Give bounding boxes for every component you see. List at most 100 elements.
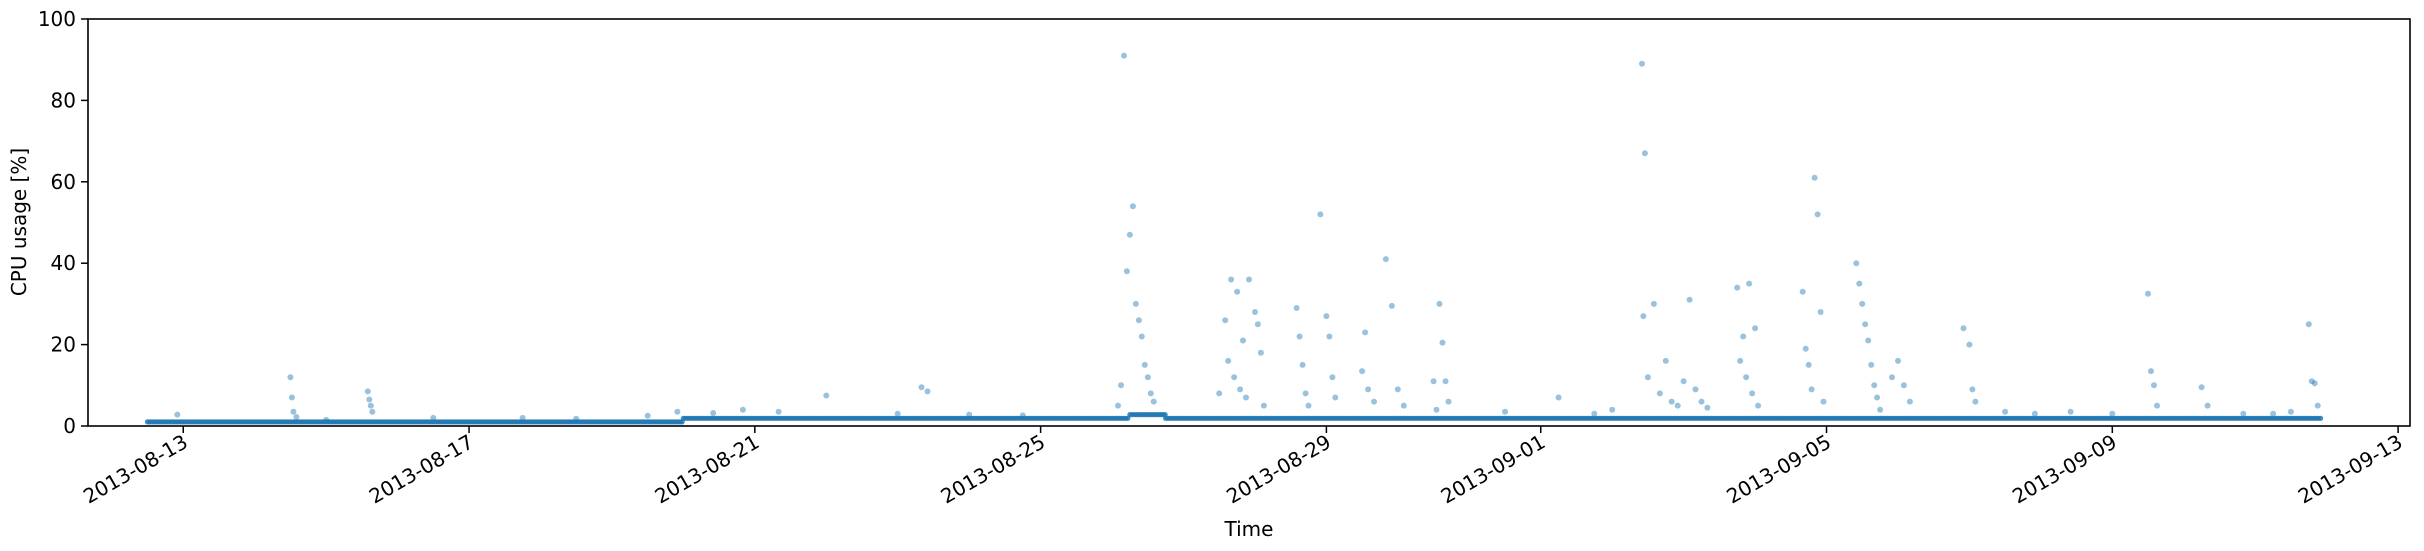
data-point	[1240, 337, 1246, 344]
data-point	[1674, 402, 1681, 409]
data-point	[1305, 402, 1312, 409]
data-point	[1737, 357, 1744, 364]
data-point	[1388, 302, 1395, 309]
data-point	[1641, 150, 1648, 157]
data-point	[1129, 203, 1136, 210]
data-point	[1639, 60, 1645, 67]
data-point	[1118, 382, 1124, 389]
y-tick-label: 100	[38, 7, 76, 31]
data-point	[1439, 339, 1446, 346]
data-point	[1817, 309, 1824, 315]
data-point	[1326, 333, 1333, 340]
data-point	[1895, 357, 1901, 364]
x-tick-label: 2013-08-17	[365, 430, 478, 509]
data-point	[1228, 276, 1235, 283]
data-point	[366, 396, 373, 403]
data-point	[644, 412, 651, 419]
x-tick-label: 2013-08-13	[79, 430, 192, 509]
data-point	[1853, 260, 1860, 267]
data-point	[2204, 402, 2211, 409]
data-point	[1144, 374, 1151, 381]
data-point	[519, 414, 526, 421]
data-point	[1382, 256, 1389, 263]
data-point	[739, 406, 746, 413]
data-point	[1234, 288, 1241, 295]
plot-frame	[87, 18, 2411, 427]
data-point	[1972, 398, 1979, 405]
data-point	[1123, 268, 1130, 275]
data-point	[2198, 384, 2205, 391]
y-tick-label: 60	[51, 170, 76, 194]
x-tick-label: 2013-09-13	[2294, 430, 2407, 509]
data-point	[367, 402, 374, 409]
data-point	[1237, 386, 1244, 393]
data-point	[674, 408, 681, 415]
data-point	[1859, 300, 1866, 307]
x-tick-label: 2013-08-25	[936, 430, 1049, 509]
data-point	[1743, 374, 1750, 381]
data-point	[1225, 357, 1232, 364]
data-point	[1260, 402, 1267, 409]
data-point	[1591, 410, 1598, 417]
data-point	[1609, 406, 1616, 413]
data-point	[823, 392, 830, 399]
x-tick-label: 2013-08-29	[1222, 430, 1335, 509]
data-point	[1814, 211, 1821, 218]
data-point	[288, 394, 295, 401]
data-point	[2151, 382, 2157, 389]
x-axis: 2013-08-13 2013-08-17 2013-08-21 2013-08-25…	[79, 426, 2407, 509]
data-point	[1332, 394, 1339, 401]
data-point	[1740, 333, 1747, 340]
data-point	[1257, 349, 1264, 356]
data-point	[1966, 341, 1973, 348]
x-tick-label: 2013-09-09	[2008, 430, 2121, 509]
scatter-points-layer	[144, 52, 2324, 425]
data-point	[1150, 398, 1157, 405]
data-point	[1877, 406, 1884, 413]
data-point	[1436, 300, 1443, 307]
data-point	[290, 408, 297, 415]
data-point	[1640, 313, 1647, 320]
data-point	[287, 374, 294, 381]
data-point	[1126, 231, 1133, 238]
data-point	[1889, 374, 1895, 381]
y-tick-label: 0	[63, 414, 76, 438]
data-point	[1704, 404, 1711, 411]
data-point	[2287, 408, 2294, 415]
data-point	[2270, 410, 2277, 417]
data-point	[174, 411, 181, 418]
data-point	[1752, 325, 1759, 332]
data-point	[1430, 378, 1437, 385]
data-point	[1299, 361, 1306, 368]
data-point	[2305, 321, 2312, 328]
data-point	[1734, 284, 1741, 291]
data-point	[1650, 300, 1657, 307]
data-point	[1323, 313, 1330, 320]
data-point	[1900, 382, 1907, 389]
data-point	[1400, 402, 1407, 409]
data-point	[1135, 317, 1142, 324]
data-point	[1871, 382, 1878, 389]
data-point	[1132, 300, 1139, 307]
data-point	[1121, 52, 1127, 59]
data-point	[1799, 288, 1806, 295]
data-point	[1329, 374, 1336, 381]
y-tick-label: 40	[51, 251, 76, 275]
x-tick-label: 2013-09-01	[1437, 430, 1550, 509]
y-tick-label: 20	[51, 333, 76, 357]
data-point	[1555, 394, 1562, 401]
data-point	[1692, 386, 1699, 393]
data-point	[1254, 321, 1261, 328]
data-point	[2240, 410, 2247, 417]
data-point	[894, 410, 901, 417]
data-point	[573, 415, 580, 422]
data-point	[1644, 374, 1651, 381]
data-point	[1868, 361, 1875, 368]
y-tick-label: 80	[51, 88, 76, 112]
data-point	[1755, 402, 1762, 409]
y-axis: 0 20 40 60 80 100	[38, 7, 88, 438]
data-point	[2109, 410, 2116, 417]
data-point	[710, 410, 717, 416]
data-point	[1749, 390, 1756, 397]
data-point	[1686, 296, 1693, 303]
